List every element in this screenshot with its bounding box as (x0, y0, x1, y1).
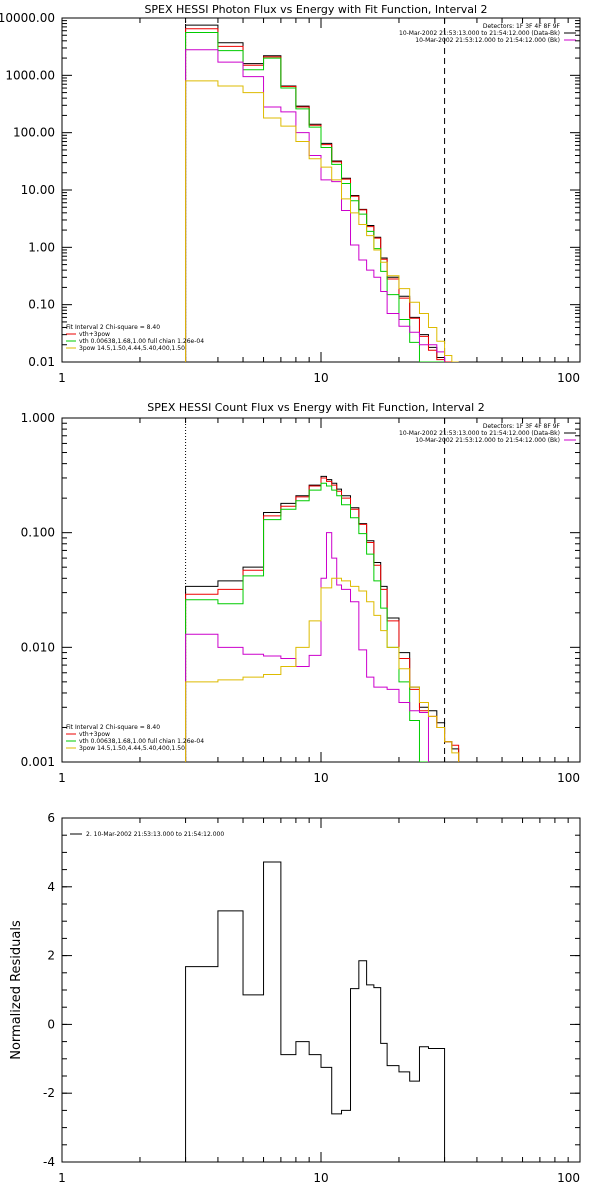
series-0-line (185, 475, 460, 762)
annotations: 1 10 100 6 4 2 0 -2 -4 2. 10-Mar-2002 21:53:13.00… (43, 811, 580, 1185)
x-tick-label: 1 (58, 371, 66, 385)
y-tick-label: 0 (47, 1017, 55, 1031)
header-line: 10-Mar-2002 21:53:13.000 to 21:54:12.000… (399, 430, 560, 437)
axis-ticks (61, 17, 581, 363)
header-line: 10-Mar-2002 21:53:12.000 to 21:54:12.000… (415, 437, 560, 444)
series-2-line (185, 31, 445, 362)
y-tick-label: 0.001 (21, 755, 55, 769)
y-tick-label: 4 (47, 880, 55, 894)
y-tick-label: -4 (43, 1155, 55, 1169)
panel-count-flux: SPEX HESSI Count Flux vs Energy with Fit… (21, 401, 581, 785)
series-0-line (185, 24, 459, 362)
chart-title: SPEX HESSI Count Flux vs Energy with Fit… (147, 401, 484, 414)
header-line: Detectors: 1F 3F 4F 8F 9F (483, 423, 561, 430)
series-4-line (185, 80, 459, 362)
y-tick-label: 10.00 (21, 183, 55, 197)
y-tick-label: -2 (43, 1086, 55, 1100)
axis-ticks (61, 817, 581, 1163)
fit-legend-line: vth+3pow (79, 331, 110, 338)
x-tick-label: 100 (557, 371, 580, 385)
x-tick-label: 10 (313, 371, 328, 385)
y-tick-label: 2 (47, 949, 55, 963)
plot-frame (61, 817, 581, 1163)
y-axis-label: Normalized Residuals (9, 920, 24, 1060)
y-tick-label: 0.010 (21, 640, 55, 654)
axis-ticks (61, 417, 581, 763)
fit-legend-line: 3pow 14.5,1.50,4.44,5.40,400,1.50 (79, 345, 185, 352)
y-tick-label: 1000.00 (5, 68, 55, 82)
legend-label: 2. 10-Mar-2002 21:53:13.000 to 21:54:12.… (86, 831, 224, 838)
header-line: 10-Mar-2002 21:53:13.000 to 21:54:12.000… (399, 30, 560, 37)
series-4-line (185, 577, 460, 762)
x-tick-label: 1 (58, 771, 66, 785)
series-0-line (185, 861, 446, 1162)
y-tick-label: 0.100 (21, 526, 55, 540)
fit-legend-line: vth+3pow (79, 731, 110, 738)
series-lines (185, 418, 460, 762)
series-1-line (185, 28, 459, 362)
header-line: Detectors: 1F 3F 4F 8F 9F (483, 23, 561, 30)
x-tick-label: 10 (313, 771, 328, 785)
annotations: 1 10 100 10000.00 1000.00 100.00 10.00 1.00 0.10… (0, 11, 580, 385)
series-3-line (185, 532, 429, 762)
x-tick-label: 100 (557, 1171, 580, 1185)
header-line: 10-Mar-2002 21:53:12.000 to 21:54:12.000… (415, 37, 560, 44)
y-tick-label: 0.01 (28, 355, 55, 369)
fit-legend-line: vth 0.00638,1.68,1.00 full chian 1.26e-0… (79, 738, 204, 745)
fit-legend-line: Fit Interval 2 Chi-square = 8.40 (66, 724, 160, 731)
y-tick-label: 6 (47, 811, 55, 825)
x-tick-label: 100 (557, 771, 580, 785)
y-tick-label: 0.10 (28, 298, 55, 312)
series-1-line (185, 477, 460, 762)
chart-title: SPEX HESSI Photon Flux vs Energy with Fi… (144, 3, 487, 16)
y-tick-label: 1.00 (28, 240, 55, 254)
fit-legend-line: vth 0.00638,1.68,1.00 full chian 1.26e-0… (79, 338, 204, 345)
y-tick-label: 1.000 (21, 411, 55, 425)
plot-frame (61, 17, 581, 363)
x-tick-label: 1 (58, 1171, 66, 1185)
series-lines (185, 18, 459, 362)
annotations: 1 10 100 1.000 0.100 0.010 0.001 Detectors: 1F … (21, 411, 580, 785)
fit-legend-line: 3pow 14.5,1.50,4.44,5.40,400,1.50 (79, 745, 185, 752)
fit-legend-line: Fit Interval 2 Chi-square = 8.40 (66, 324, 160, 331)
panel-residuals: Normalized Residuals 1 10 100 6 4 2 0 -2 -4 2. 10… (9, 811, 581, 1185)
series-lines (185, 861, 446, 1162)
y-tick-label: 100.00 (13, 126, 55, 140)
series-3-line (185, 49, 446, 362)
panel-photon-flux: SPEX HESSI Photon Flux vs Energy with Fi… (0, 3, 581, 385)
x-tick-label: 10 (313, 1171, 328, 1185)
series-2-line (185, 482, 429, 762)
y-tick-label: 10000.00 (0, 11, 55, 25)
